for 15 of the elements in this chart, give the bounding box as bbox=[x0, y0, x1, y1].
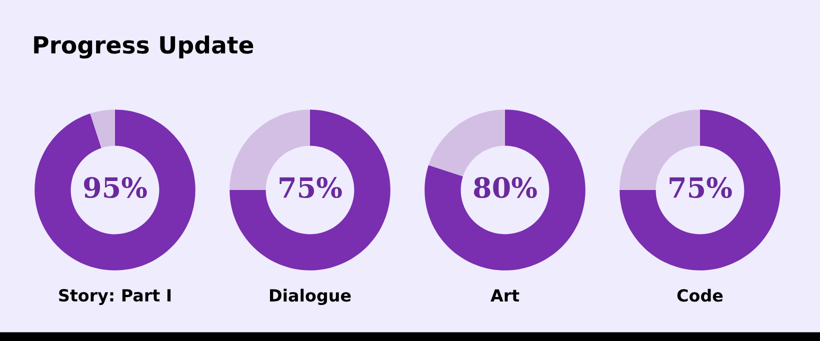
chart-title: Progress Update bbox=[34, 35, 254, 59]
donut-slice bbox=[428, 110, 505, 176]
text: 80% bbox=[474, 177, 537, 198]
donut-slice bbox=[424, 110, 586, 270]
text: Story: Part I bbox=[59, 289, 171, 305]
donut-slice bbox=[620, 110, 780, 270]
text: Dialogue bbox=[270, 288, 351, 306]
text: 95% bbox=[84, 177, 147, 198]
text: Art bbox=[490, 289, 520, 302]
text: Code bbox=[677, 288, 723, 302]
text: 75% bbox=[280, 177, 342, 198]
text: 75% bbox=[670, 177, 732, 198]
donut-slice bbox=[34, 110, 196, 270]
donut-slice bbox=[230, 110, 390, 270]
donut-slice bbox=[90, 110, 115, 148]
